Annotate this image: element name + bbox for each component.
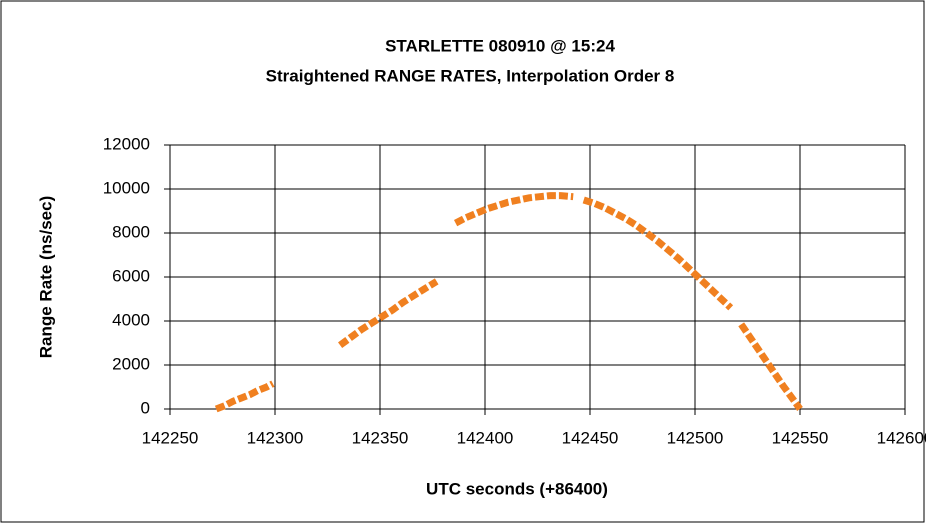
y-tick-label: 2000 [112, 354, 150, 373]
chart-title: STARLETTE 080910 @ 15:24 [385, 36, 615, 55]
x-tick-label: 142450 [562, 428, 619, 447]
x-tick-label: 142600 [877, 428, 926, 447]
x-tick-label: 142350 [352, 428, 409, 447]
x-tick-label: 142250 [142, 428, 199, 447]
data-line [738, 322, 803, 412]
y-tick-label: 8000 [112, 222, 150, 241]
chart-subtitle: Straightened RANGE RATES, Interpolation … [266, 66, 675, 85]
y-tick-label: 12000 [103, 134, 150, 153]
y-tick-label: 10000 [103, 178, 150, 197]
x-tick-label: 142550 [772, 428, 829, 447]
x-tick-label: 142500 [667, 428, 724, 447]
y-axis-label: Range Rate (ns/sec) [36, 196, 55, 359]
x-tick-label: 142400 [457, 428, 514, 447]
data-line [214, 380, 275, 413]
x-axis-label: UTC seconds (+86400) [426, 479, 608, 498]
data-line [582, 196, 734, 311]
y-tick-label: 0 [141, 398, 150, 417]
data-line [453, 192, 574, 227]
data-line [338, 278, 439, 349]
x-tick-label: 142300 [247, 428, 304, 447]
y-tick-label: 6000 [112, 266, 150, 285]
y-tick-label: 4000 [112, 310, 150, 329]
